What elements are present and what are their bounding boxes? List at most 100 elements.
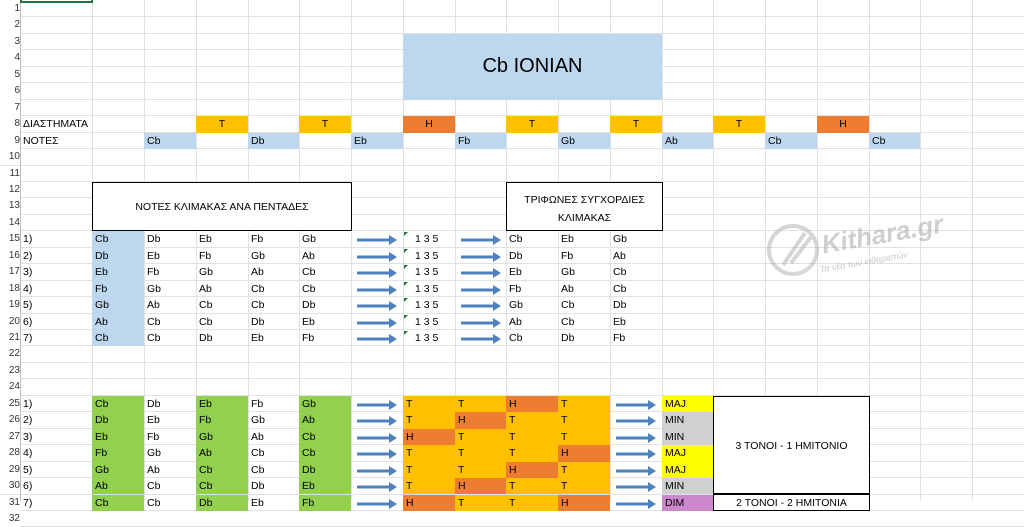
pentad-note-cell[interactable]: Ab — [147, 463, 160, 476]
triad-note-cell[interactable]: Fb — [561, 249, 574, 262]
chord-interval-cell[interactable]: T — [403, 445, 455, 462]
chord-interval-cell[interactable]: T — [506, 428, 558, 446]
degree-label[interactable]: 7) — [23, 496, 33, 509]
triad-note-cell[interactable]: Cb — [561, 315, 575, 328]
pentad-note-cell[interactable]: Ab — [92, 313, 144, 330]
scale-note-cell[interactable]: Cb — [765, 132, 817, 150]
pentad-note-cell[interactable]: Fb — [199, 249, 212, 262]
pentad-note-cell[interactable]: Db — [147, 397, 161, 410]
chord-interval-cell[interactable]: T — [558, 461, 610, 479]
pentad-note-cell[interactable]: Gb — [196, 428, 248, 446]
formula-cell[interactable]: 1 3 5 — [415, 315, 439, 328]
notes-label[interactable]: ΝΟΤΕΣ — [23, 134, 59, 147]
pentad-note-cell[interactable]: Gb — [299, 395, 351, 413]
chord-interval-cell[interactable]: T — [403, 478, 455, 495]
pentad-note-cell[interactable]: Cb — [299, 428, 351, 446]
pentad-note-cell[interactable]: Eb — [299, 478, 351, 495]
triad-note-cell[interactable]: Eb — [613, 315, 626, 328]
pentad-note-cell[interactable]: Gb — [251, 249, 266, 262]
chord-interval-cell[interactable]: H — [403, 494, 455, 511]
pentad-note-cell[interactable]: Fb — [299, 494, 351, 511]
pentad-note-cell[interactable]: Db — [92, 247, 144, 265]
pentad-note-cell[interactable]: Db — [196, 494, 248, 511]
chord-interval-cell[interactable]: T — [558, 428, 610, 446]
formula-cell[interactable]: 1 3 5 — [415, 233, 439, 246]
degree-label[interactable]: 2) — [23, 249, 33, 262]
pentad-note-cell[interactable]: Cb — [251, 299, 265, 312]
pentad-note-cell[interactable]: Ab — [199, 282, 212, 295]
chord-quality-cell[interactable]: MAJ — [662, 445, 713, 462]
chord-quality-cell[interactable]: DIM — [662, 494, 713, 511]
pentad-note-cell[interactable]: Gb — [147, 447, 162, 460]
triad-note-cell[interactable]: Ab — [561, 282, 574, 295]
scale-note-cell[interactable]: Cb — [144, 132, 196, 150]
pentad-note-cell[interactable]: Cb — [92, 231, 144, 248]
pentad-note-cell[interactable]: Db — [199, 332, 213, 344]
chord-interval-cell[interactable]: T — [455, 461, 506, 479]
degree-label[interactable]: 5) — [23, 463, 33, 476]
chord-interval-cell[interactable]: T — [403, 412, 455, 429]
pentad-note-cell[interactable]: Cb — [147, 332, 161, 344]
pentad-note-cell[interactable]: Gb — [199, 266, 214, 279]
pentad-note-cell[interactable]: Cb — [302, 266, 316, 279]
pentad-note-cell[interactable]: Db — [92, 412, 144, 429]
pentad-note-cell[interactable]: Eb — [147, 414, 160, 427]
triad-note-cell[interactable]: Cb — [509, 233, 523, 246]
chord-interval-cell[interactable]: H — [558, 445, 610, 462]
pentad-note-cell[interactable]: Cb — [251, 447, 265, 460]
pentad-note-cell[interactable]: Cb — [196, 461, 248, 479]
triad-note-cell[interactable]: Fb — [613, 332, 626, 344]
pentad-note-cell[interactable]: Cb — [251, 463, 265, 476]
degree-label[interactable]: 4) — [23, 282, 33, 295]
pentad-note-cell[interactable]: Ab — [196, 445, 248, 462]
pentad-note-cell[interactable]: Ab — [92, 478, 144, 495]
degree-label[interactable]: 1) — [23, 397, 33, 410]
pentad-note-cell[interactable]: Eb — [147, 249, 160, 262]
interval-cell[interactable]: T — [610, 116, 662, 133]
pentad-note-cell[interactable]: Eb — [92, 428, 144, 446]
triad-note-cell[interactable]: Ab — [613, 249, 626, 262]
chord-quality-cell[interactable]: MIN — [662, 478, 713, 495]
chord-interval-cell[interactable]: T — [506, 478, 558, 495]
pentad-note-cell[interactable]: Db — [251, 480, 265, 493]
pentad-note-cell[interactable]: Eb — [251, 332, 264, 344]
scale-note-cell[interactable]: Gb — [558, 132, 610, 150]
pentad-note-cell[interactable]: Cb — [251, 282, 265, 295]
formula-cell[interactable]: 1 3 5 — [415, 249, 439, 262]
pentad-note-cell[interactable]: Eb — [199, 233, 212, 246]
interval-cell[interactable]: H — [817, 116, 869, 133]
pentad-note-cell[interactable]: Gb — [302, 233, 317, 246]
pentad-note-cell[interactable]: Db — [251, 315, 265, 328]
pentad-note-cell[interactable]: Eb — [302, 315, 315, 328]
pentad-note-cell[interactable]: Fb — [92, 445, 144, 462]
chord-interval-cell[interactable]: T — [558, 395, 610, 413]
triad-note-cell[interactable]: Db — [561, 332, 575, 344]
chord-interval-cell[interactable]: T — [455, 428, 506, 446]
pentad-note-cell[interactable]: Eb — [92, 264, 144, 281]
pentad-note-cell[interactable]: Fb — [147, 266, 160, 279]
triad-note-cell[interactable]: Ab — [509, 315, 522, 328]
pentad-note-cell[interactable]: Db — [147, 233, 161, 246]
chord-interval-cell[interactable]: H — [403, 428, 455, 446]
chord-interval-cell[interactable]: H — [506, 461, 558, 479]
pentad-note-cell[interactable]: Eb — [196, 395, 248, 413]
degree-label[interactable]: 2) — [23, 414, 33, 427]
triad-note-cell[interactable]: Cb — [613, 282, 627, 295]
chord-interval-cell[interactable]: H — [455, 478, 506, 495]
interval-cell[interactable]: T — [506, 116, 558, 133]
formula-cell[interactable]: 1 3 5 — [415, 282, 439, 295]
chord-interval-cell[interactable]: T — [403, 395, 455, 413]
pentad-note-cell[interactable]: Ab — [302, 249, 315, 262]
triad-note-cell[interactable]: Gb — [509, 299, 524, 312]
pentad-note-cell[interactable]: Db — [299, 461, 351, 479]
chord-interval-cell[interactable]: H — [506, 395, 558, 413]
degree-label[interactable]: 6) — [23, 480, 33, 493]
chord-interval-cell[interactable]: T — [455, 395, 506, 413]
pentad-note-cell[interactable]: Cb — [147, 480, 161, 493]
chord-interval-cell[interactable]: T — [403, 461, 455, 479]
selected-cell[interactable] — [20, 0, 93, 3]
pentad-note-cell[interactable]: Fb — [251, 397, 264, 410]
scale-note-cell[interactable]: Cb — [869, 132, 920, 150]
pentad-note-cell[interactable]: Fb — [302, 332, 315, 344]
pentad-note-cell[interactable]: Cb — [92, 494, 144, 511]
